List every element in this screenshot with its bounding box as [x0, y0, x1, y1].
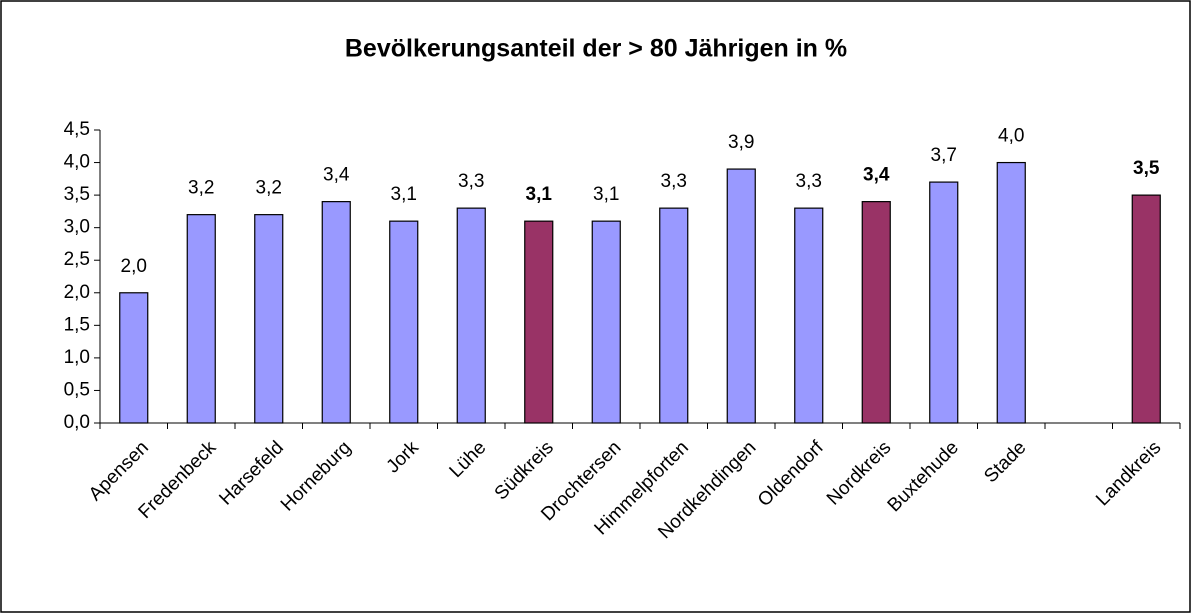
y-tick-label: 2,5: [64, 249, 90, 270]
value-label: 2,0: [121, 256, 147, 277]
y-tick-label: 2,0: [64, 282, 90, 303]
value-label: 3,2: [188, 178, 214, 199]
chart-title: Bevölkerungsanteil der > 80 Jährigen in …: [345, 35, 847, 63]
y-tick-label: 1,5: [64, 314, 90, 335]
y-tick-label: 4,0: [64, 152, 90, 173]
bar: [794, 207, 824, 424]
y-tick-label: 0,0: [64, 412, 90, 433]
bar: [659, 207, 689, 424]
bar: [524, 220, 554, 424]
value-label: 3,7: [931, 145, 957, 166]
value-label: 3,3: [796, 171, 822, 192]
value-label: 3,3: [458, 171, 484, 192]
value-label: 3,5: [1133, 158, 1160, 179]
y-tick-label: 1,0: [64, 347, 90, 368]
bar: [389, 220, 419, 424]
y-tick-label: 4,5: [64, 119, 90, 140]
bar: [1131, 194, 1161, 424]
bar: [456, 207, 486, 424]
bar: [119, 292, 149, 424]
bar: [861, 201, 891, 424]
value-label: 3,9: [728, 132, 754, 153]
value-label: 3,1: [391, 184, 417, 205]
value-label: 3,3: [661, 171, 687, 192]
bar: [929, 181, 959, 424]
bar: [996, 161, 1026, 424]
bar: [321, 201, 351, 424]
bar: [591, 220, 621, 424]
y-tick-label: 3,0: [64, 217, 90, 238]
bar: [186, 214, 216, 424]
value-label: 3,4: [323, 165, 350, 186]
value-label: 3,1: [593, 184, 619, 205]
value-label: 4,0: [998, 126, 1024, 147]
value-label: 3,2: [256, 178, 282, 199]
bar: [726, 168, 756, 424]
y-tick-label: 0,5: [64, 379, 90, 400]
value-label: 3,4: [863, 165, 890, 186]
y-tick-label: 3,5: [64, 184, 90, 205]
value-label: 3,1: [526, 184, 553, 205]
bar: [254, 214, 284, 424]
